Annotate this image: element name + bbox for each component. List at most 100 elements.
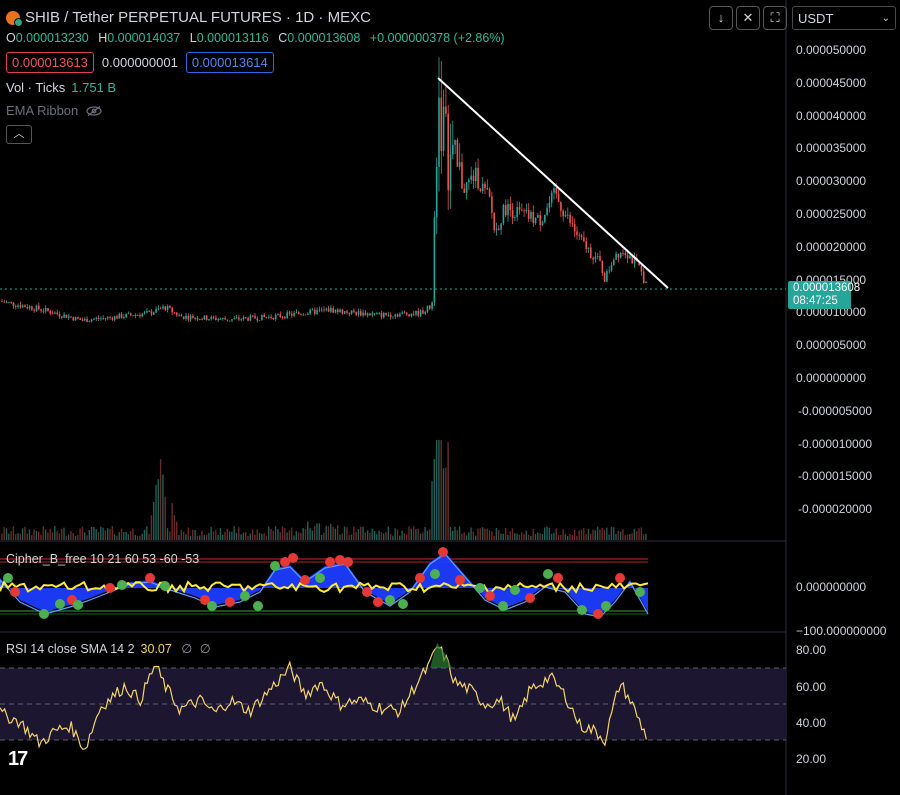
volume-bar [189,535,192,540]
cipher-buy-dot [207,601,217,611]
volume-bar [208,532,210,540]
rsi-null-2: ∅ [199,642,211,656]
candle-body [406,312,408,315]
close-button[interactable]: ✕ [736,6,760,30]
volume-bar [516,533,518,540]
rsi-null-1: ∅ [181,642,193,656]
candle-body [189,315,192,320]
candle-body [587,247,590,250]
cipher-sell-dot [553,573,563,583]
candle-body [422,310,424,314]
rsi-legend[interactable]: RSI 14 close SMA 14 2 30.07 ∅ ∅ [6,641,211,656]
price-axis-label: 0.000005000 [796,338,867,353]
volume-bar [343,526,346,540]
volume-bar [97,531,100,540]
candle-body [458,162,461,167]
candle-body [440,97,443,151]
volume-bar [435,440,438,540]
volume-bar [3,527,5,540]
candle-body [31,306,33,310]
volume-bar [226,528,228,540]
chevron-down-icon: ⌄ [881,13,890,24]
volume-bar [159,459,162,540]
volume-bar [146,526,148,540]
ema-ribbon-legend[interactable]: EMA Ribbon [6,103,102,118]
volume-bar [194,530,196,540]
price-axis-label: 0.000020000 [796,239,867,254]
candle-body [143,312,146,314]
candle-body [58,313,61,317]
volume-bar [247,535,249,540]
candle-body [403,312,406,314]
volume-bar [153,502,155,540]
volume-bar [54,526,56,540]
volume-legend[interactable]: Vol · Ticks 1.751 B [6,80,116,95]
candle-body [477,167,479,189]
candle-body [486,188,489,190]
cipher-buy-dot [635,587,645,597]
candle-body [357,311,360,315]
trendline[interactable] [437,77,669,289]
eye-off-icon[interactable] [86,105,102,116]
volume-bar [527,534,530,540]
fullscreen-button[interactable]: ⛶ [763,6,787,30]
volume-bar [155,484,157,540]
candle-body [141,313,144,317]
volume-bar [475,535,477,540]
candle-body [297,312,300,315]
volume-bar [173,515,176,540]
sell-button[interactable]: 0.000013613 [6,52,94,73]
cipher-buy-dot [55,599,65,609]
candle-body [8,301,10,303]
volume-bar [293,535,295,540]
collapse-legend-button[interactable]: ︿ [6,125,32,144]
symbol-title[interactable]: SHIB / Tether PERPETUAL FUTURES · 1D · M… [6,9,371,27]
candle-body [240,319,242,321]
volume-bar [58,533,61,540]
volume-bar [217,534,219,540]
candle-body [263,314,265,318]
candle-body [373,313,376,315]
shib-coin-icon [6,10,23,27]
cipher-sell-dot [145,573,155,583]
open-value: 0.000013230 [15,31,89,45]
volume-bar [523,534,525,540]
candle-body [277,313,279,315]
currency-select[interactable]: USDT ⌄ [792,6,896,30]
volume-bar [307,521,309,540]
download-button[interactable]: ↓ [709,6,733,30]
volume-bar [134,534,136,540]
tradingview-logo[interactable]: 17 [8,748,28,770]
cipher-label: Cipher_B_free 10 21 60 53 -60 -53 [6,552,200,566]
volume-bar [484,528,486,540]
volume-bar [491,531,493,540]
candle-body [426,305,429,312]
candle-body [530,211,532,219]
volume-bar [357,529,360,540]
price-axis-label: -0.000010000 [798,436,873,451]
volume-bar [8,533,10,540]
cipher-legend[interactable]: Cipher_B_free 10 21 60 53 -60 -53 [6,552,199,566]
volume-bar [369,533,371,540]
volume-bar [318,523,320,540]
candle-body [463,188,466,193]
volume-bar [141,533,143,540]
candle-body [157,308,160,310]
cipher-sell-dot [343,557,353,567]
cipher-buy-dot [543,569,553,579]
volume-bar [550,533,553,540]
volume-bar [445,467,447,540]
volume-bar [569,534,571,540]
volume-bar [240,534,242,540]
volume-bar [176,521,178,540]
volume-bar [378,530,380,540]
volume-bar [539,533,541,540]
volume-bar [279,532,281,540]
candle-body [100,318,102,320]
volume-bar [330,523,332,540]
volume-bar [454,526,456,540]
volume-bar [205,534,208,540]
volume-bar [601,527,603,540]
buy-button[interactable]: 0.000013614 [185,52,274,73]
